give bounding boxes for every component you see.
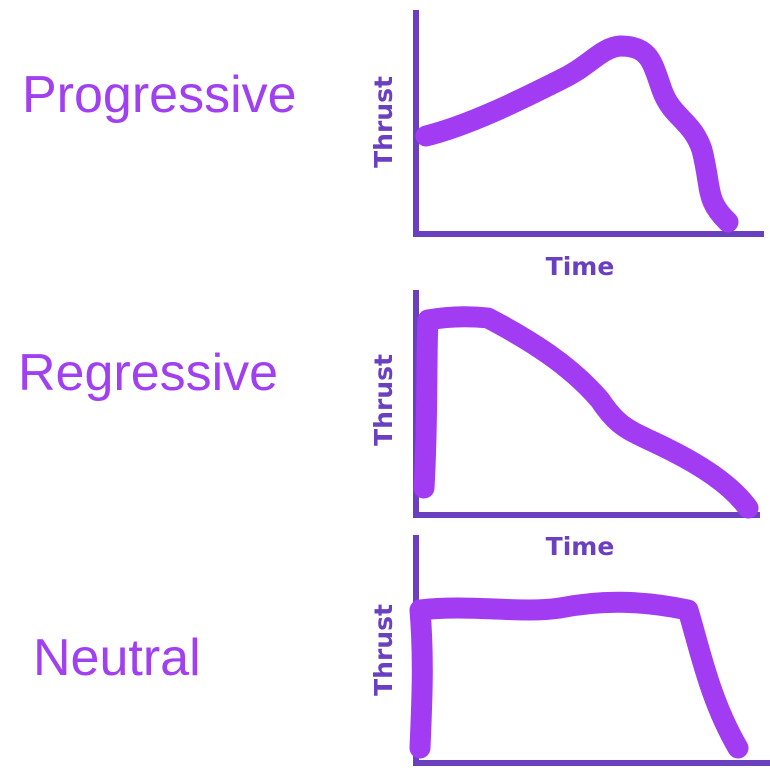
- panel-regressive: Regressive Thrust Time: [18, 290, 760, 561]
- x-axis-label-regressive: Time: [546, 532, 615, 561]
- panel-progressive: Progressive Thrust Time: [22, 10, 764, 281]
- panel-title-neutral: Neutral: [33, 629, 201, 687]
- thrust-curve-neutral: [409, 591, 749, 759]
- panel-neutral: Neutral Thrust: [33, 535, 770, 766]
- x-axis-label-progressive: Time: [546, 252, 615, 281]
- y-axis-label-neutral: Thrust: [369, 604, 398, 696]
- y-axis-label-regressive: Thrust: [369, 354, 398, 446]
- panel-title-regressive: Regressive: [18, 344, 278, 402]
- panel-title-progressive: Progressive: [22, 66, 297, 124]
- thrust-curve-progressive: [415, 35, 739, 233]
- thrust-curve-regressive: [413, 306, 759, 519]
- y-axis-label-progressive: Thrust: [369, 76, 398, 168]
